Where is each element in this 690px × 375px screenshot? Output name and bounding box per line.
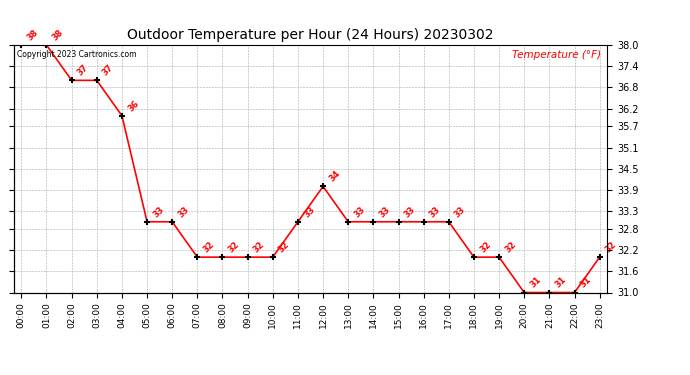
Text: 33: 33 bbox=[151, 204, 166, 219]
Text: 32: 32 bbox=[226, 240, 242, 254]
Text: Temperature (°F): Temperature (°F) bbox=[512, 50, 601, 60]
Text: 37: 37 bbox=[76, 63, 90, 78]
Text: Copyright 2023 Cartronics.com: Copyright 2023 Cartronics.com bbox=[17, 50, 136, 59]
Text: 32: 32 bbox=[252, 240, 266, 254]
Text: 33: 33 bbox=[428, 204, 442, 219]
Text: 33: 33 bbox=[302, 204, 317, 219]
Text: 37: 37 bbox=[101, 63, 115, 78]
Text: 31: 31 bbox=[529, 275, 543, 290]
Text: 32: 32 bbox=[604, 240, 618, 254]
Text: 32: 32 bbox=[201, 240, 216, 254]
Text: 31: 31 bbox=[553, 275, 568, 290]
Text: 36: 36 bbox=[126, 98, 141, 113]
Text: 31: 31 bbox=[579, 275, 593, 290]
Text: 32: 32 bbox=[277, 240, 292, 254]
Text: 33: 33 bbox=[177, 204, 191, 219]
Text: 33: 33 bbox=[353, 204, 367, 219]
Text: 38: 38 bbox=[50, 28, 65, 42]
Text: 33: 33 bbox=[403, 204, 417, 219]
Text: 38: 38 bbox=[26, 28, 40, 42]
Text: 32: 32 bbox=[503, 240, 518, 254]
Text: 32: 32 bbox=[478, 240, 493, 254]
Title: Outdoor Temperature per Hour (24 Hours) 20230302: Outdoor Temperature per Hour (24 Hours) … bbox=[127, 28, 494, 42]
Text: 33: 33 bbox=[377, 204, 392, 219]
Text: 34: 34 bbox=[327, 169, 342, 184]
Text: 33: 33 bbox=[453, 204, 467, 219]
